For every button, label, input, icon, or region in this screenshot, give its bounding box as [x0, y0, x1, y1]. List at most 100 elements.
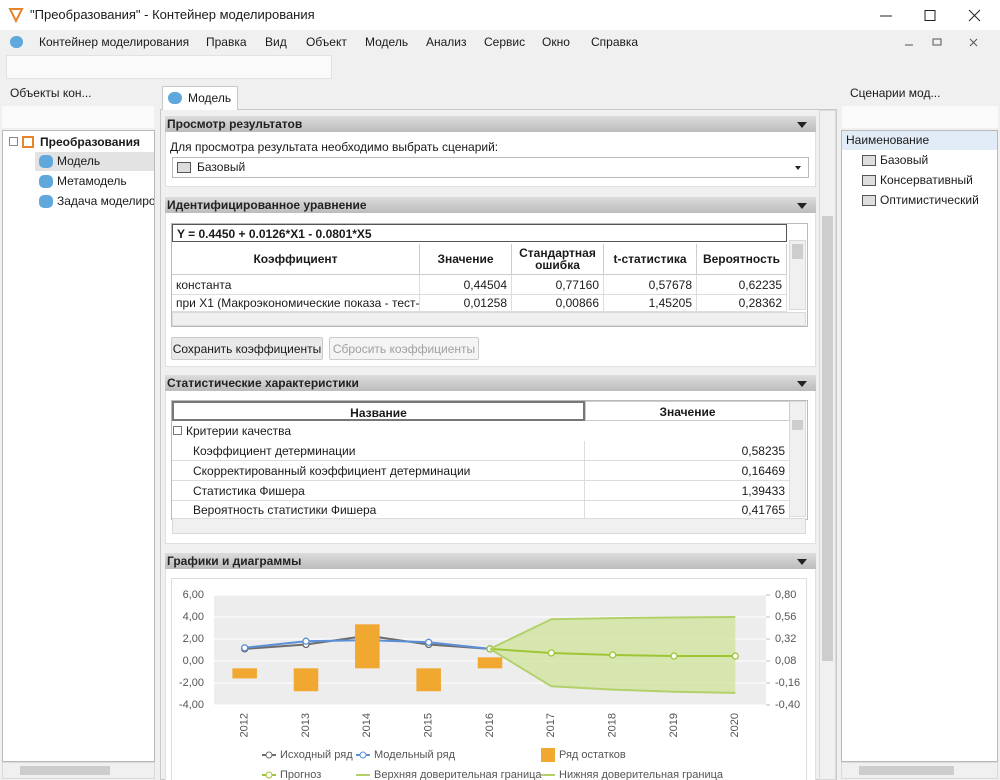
- scenario-combo[interactable]: [172, 157, 809, 178]
- section-header[interactable]: [165, 116, 816, 132]
- column-header: Вероятность: [697, 244, 787, 275]
- section-header[interactable]: [165, 553, 816, 569]
- point: [547, 649, 555, 657]
- table-cell: 0,44504: [420, 275, 512, 295]
- table-cell: Скорректированный коэффициент детерминац…: [172, 461, 585, 481]
- bar: [232, 668, 257, 679]
- toolbar[interactable]: [6, 55, 332, 79]
- tree-item[interactable]: Метамодель: [57, 174, 127, 188]
- y2-tick-label: 0,80: [775, 589, 796, 601]
- tree-icon: [39, 195, 53, 208]
- table-cell: Статистика Фишера: [172, 481, 585, 501]
- menu-item[interactable]: Вид: [265, 35, 287, 49]
- table-cell: Вероятность статистики Фишера: [172, 501, 585, 519]
- scenario-list: [841, 130, 998, 762]
- menu-item[interactable]: Справка: [591, 35, 639, 49]
- point: [731, 652, 739, 660]
- scenario-icon: [862, 195, 876, 206]
- menu-item[interactable]: Правка: [206, 35, 247, 49]
- table-cell: 0,57678: [604, 275, 697, 295]
- x-tick-label: 2013: [300, 713, 312, 737]
- table-cell: константа: [172, 275, 420, 295]
- combo-arrow[interactable]: [795, 166, 801, 170]
- collapse-arrow[interactable]: [797, 559, 807, 565]
- table-cell: при X1 (Макроэкономические показа - тест…: [172, 295, 420, 312]
- legend-swatch: [265, 771, 273, 779]
- vscroll[interactable]: [789, 240, 806, 310]
- y-tick-label: 2,00: [183, 633, 204, 645]
- tree-item[interactable]: Задача моделиро: [57, 194, 154, 208]
- point: [425, 638, 433, 646]
- window-controls[interactable]: [870, 5, 995, 27]
- table-cell: 1,45205: [604, 295, 697, 312]
- y2-tick-label: -0,40: [775, 699, 800, 711]
- x-tick-label: 2017: [545, 713, 557, 737]
- menu-item[interactable]: Объект: [306, 35, 347, 49]
- table-cell: 0,00866: [512, 295, 604, 312]
- group-toggle[interactable]: [173, 426, 182, 435]
- column-header[interactable]: Наименование: [846, 133, 930, 147]
- point: [302, 637, 310, 645]
- section-title: Идентифицированное уравнение: [167, 198, 367, 212]
- y-tick-label: 6,00: [183, 589, 204, 601]
- point: [609, 651, 617, 659]
- window-title: "Преобразования" - Контейнер моделирован…: [30, 7, 315, 22]
- right-hscroll[interactable]: [841, 762, 998, 779]
- menu-item[interactable]: Модель: [365, 35, 409, 49]
- bar: [477, 657, 503, 669]
- y2-tick-label: 0,56: [775, 611, 796, 623]
- section-header[interactable]: [165, 197, 816, 213]
- mdi-controls[interactable]: [900, 34, 990, 52]
- column-header: Стандартная ошибка: [512, 244, 604, 275]
- left-toolbar[interactable]: [2, 106, 154, 128]
- collapse-arrow[interactable]: [797, 122, 807, 128]
- collapse-arrow[interactable]: [797, 381, 807, 387]
- menu-item[interactable]: Контейнер моделирования: [39, 35, 190, 49]
- list-header: [842, 131, 997, 150]
- button[interactable]: Сбросить коэффициенты: [329, 337, 479, 360]
- menu-icon: [10, 36, 23, 48]
- tab-label[interactable]: Модель: [188, 91, 232, 105]
- scenario-item[interactable]: Консервативный: [880, 173, 973, 187]
- menu-item[interactable]: Окно: [542, 35, 570, 49]
- legend-label: Ряд остатков: [559, 749, 626, 761]
- menu-item[interactable]: Анализ: [426, 35, 467, 49]
- y-tick-label: 0,00: [183, 655, 204, 667]
- table-cell: 0,16469: [585, 461, 790, 481]
- point: [241, 644, 249, 652]
- scenario-prompt: Для просмотра результата необходимо выбр…: [170, 140, 499, 154]
- left-hscroll[interactable]: [2, 762, 155, 779]
- point: [670, 652, 678, 660]
- tree-icon: [22, 136, 34, 148]
- scenario-item[interactable]: Базовый: [880, 153, 929, 167]
- right-toolbar[interactable]: [842, 106, 998, 128]
- column-header: Название: [172, 401, 585, 421]
- x-tick-label: 2019: [668, 713, 680, 737]
- hscroll[interactable]: [172, 312, 806, 326]
- series-line: [489, 616, 736, 650]
- scenario-value[interactable]: Базовый: [197, 160, 246, 174]
- legend-label: Нижняя доверительная граница: [559, 769, 724, 780]
- center-vscroll[interactable]: [819, 110, 836, 780]
- scenario-item[interactable]: Оптимистический: [880, 193, 979, 207]
- x-tick-label: 2018: [607, 713, 619, 737]
- collapse-arrow[interactable]: [797, 203, 807, 209]
- panel-title: Объекты кон...: [10, 86, 92, 100]
- panel-title: Сценарии мод...: [850, 86, 941, 100]
- button[interactable]: Сохранить коэффициенты: [171, 337, 323, 360]
- menu-item[interactable]: Сервис: [484, 35, 526, 49]
- tree-root[interactable]: Преобразования: [40, 135, 141, 149]
- group-row[interactable]: Критерии качества: [186, 424, 292, 438]
- y-tick-label: -2,00: [179, 677, 204, 689]
- table-cell: 0,41765: [585, 501, 790, 519]
- tree-item[interactable]: Модель: [57, 154, 101, 168]
- legend-label: Модельный ряд: [374, 749, 456, 761]
- table-cell: 0,58235: [585, 441, 790, 461]
- table-cell: 0,28362: [697, 295, 787, 312]
- section-header[interactable]: [165, 375, 816, 391]
- section-title: Статистические характеристики: [167, 376, 359, 390]
- legend-swatch: [359, 751, 367, 759]
- y2-tick-label: 0,08: [775, 655, 796, 667]
